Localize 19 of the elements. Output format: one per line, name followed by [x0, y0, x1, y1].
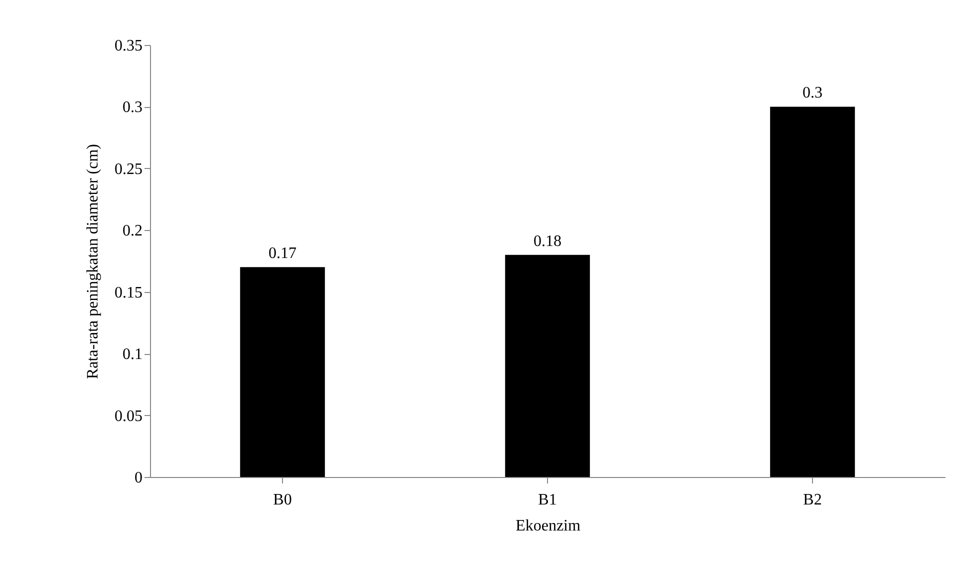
y-tick-label: 0.35	[114, 38, 142, 54]
x-axis-title: Ekoenzim	[516, 518, 581, 534]
bar	[240, 267, 325, 477]
y-tick-label: 0.1	[122, 346, 142, 364]
bar	[770, 106, 855, 477]
x-tick-label: B1	[538, 492, 557, 508]
y-tick-label: 0.05	[114, 408, 142, 425]
x-tick-label: B2	[803, 492, 822, 508]
x-tick-label: B0	[273, 492, 292, 508]
data-label: 0.18	[534, 232, 562, 250]
y-tick-label: 0.2	[122, 222, 142, 240]
y-tick-label: 0	[134, 470, 142, 486]
bar	[505, 254, 590, 477]
y-tick-label: 0.3	[122, 99, 142, 116]
data-label: 0.3	[802, 84, 822, 102]
y-tick-label: 0.15	[114, 284, 142, 302]
y-tick-label: 0.25	[114, 160, 142, 178]
data-label: 0.17	[268, 245, 296, 262]
y-axis-title: Rata-rata peningkatan diameter (cm)	[84, 144, 102, 379]
